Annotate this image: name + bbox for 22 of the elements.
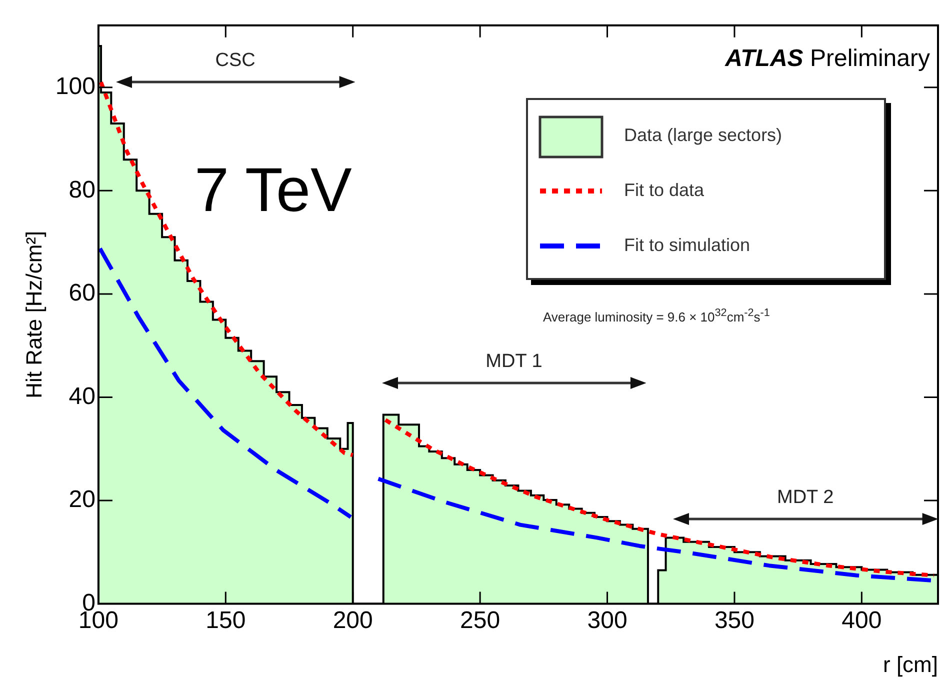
annotation: ATLAS Preliminary [725,45,930,74]
x-tick-label: 250 [460,606,500,634]
legend-label: Fit to data [624,180,704,202]
x-tick-label: 150 [206,606,246,634]
y-tick-label: 60 [68,280,96,307]
annotation: Average luminosity = 9.6 × 10$^{32}$cm$^{-2}$s$^{-1}$ [543,307,770,325]
legend-label: Fit to simulation [624,235,750,256]
x-tick-label: 300 [587,606,628,634]
annotation: MDT 2 [776,487,835,508]
y-axis-title: Hit Rate [Hz/cm²] [21,230,46,398]
legend-label: Data (large sectors) [624,125,782,146]
x-tick-label: 350 [714,606,754,634]
x-tick-label: 400 [842,606,882,634]
y-tick-label: 100 [55,72,96,100]
annotation: CSC [214,50,256,72]
annotation: 7 TeV [194,155,352,226]
y-tick-label: 80 [68,176,96,204]
annotation: MDT 1 [484,351,544,372]
x-tick-label: 200 [332,606,373,634]
x-axis-title: r [cm] [883,652,938,677]
y-tick-label: 20 [68,486,96,514]
y-tick-label: 40 [68,382,96,410]
